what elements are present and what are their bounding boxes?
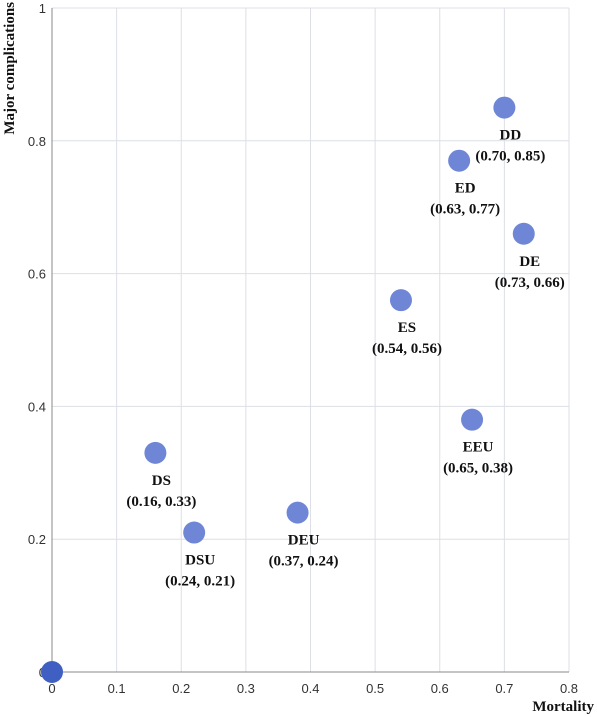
x-tick-label: 0 — [48, 681, 55, 696]
point-label-coords: (0.73, 0.66) — [495, 275, 565, 291]
x-tick-label: 0.6 — [431, 681, 449, 696]
point-label-coords: (0.24, 0.21) — [165, 574, 235, 590]
x-tick-label: 0.1 — [108, 681, 126, 696]
data-point — [286, 501, 309, 524]
point-label-name: EEU — [463, 440, 494, 456]
point-label-name: ES — [398, 320, 416, 336]
x-tick-labels: 0 0.1 0.2 0.3 0.4 0.5 0.6 0.7 0.8 — [48, 681, 578, 696]
data-points — [41, 96, 535, 683]
point-label-name: ED — [455, 181, 476, 197]
point-label-name: DD — [500, 128, 522, 144]
y-tick-labels: 00.20.40.60.81 — [28, 1, 46, 680]
point-label-name: DS — [152, 473, 171, 489]
point-label-coords: (0.16, 0.33) — [126, 494, 196, 510]
point-label-coords: (0.70, 0.85) — [475, 149, 545, 165]
point-label-name: DE — [519, 254, 540, 270]
data-point — [183, 521, 206, 544]
x-tick-label: 0.3 — [237, 681, 255, 696]
y-tick-label: 1 — [39, 1, 46, 16]
y-axis-title: Major complications — [2, 2, 18, 135]
origin-point — [41, 661, 63, 683]
point-labels: DD (0.70, 0.85) ED (0.63, 0.77) DE (0.73, 0.6… — [126, 128, 564, 590]
x-tick-label: 0.8 — [560, 681, 578, 696]
point-label-coords: (0.37, 0.24) — [269, 554, 339, 570]
point-label-coords: (0.63, 0.77) — [430, 202, 500, 218]
y-tick-label: 0.8 — [28, 134, 46, 149]
x-tick-label: 0.7 — [495, 681, 513, 696]
axes — [51, 8, 569, 673]
y-tick-label: 0.6 — [28, 267, 46, 282]
data-point — [144, 441, 167, 464]
point-label-name: DEU — [288, 533, 320, 549]
y-tick-label: 0.2 — [28, 532, 46, 547]
point-label-coords: (0.54, 0.56) — [372, 341, 442, 357]
data-point — [461, 408, 484, 431]
grid — [51, 7, 570, 673]
x-tick-label: 0.5 — [366, 681, 384, 696]
data-point — [512, 222, 535, 245]
point-label-coords: (0.65, 0.38) — [443, 461, 513, 477]
point-label-name: DSU — [185, 553, 215, 569]
x-axis-title: Mortality — [532, 699, 594, 715]
y-tick-label: 0.4 — [28, 399, 46, 414]
data-point — [493, 96, 516, 119]
data-point — [389, 289, 412, 312]
x-tick-label: 0.4 — [301, 681, 319, 696]
data-point — [448, 149, 471, 172]
x-tick-label: 0.2 — [172, 681, 190, 696]
